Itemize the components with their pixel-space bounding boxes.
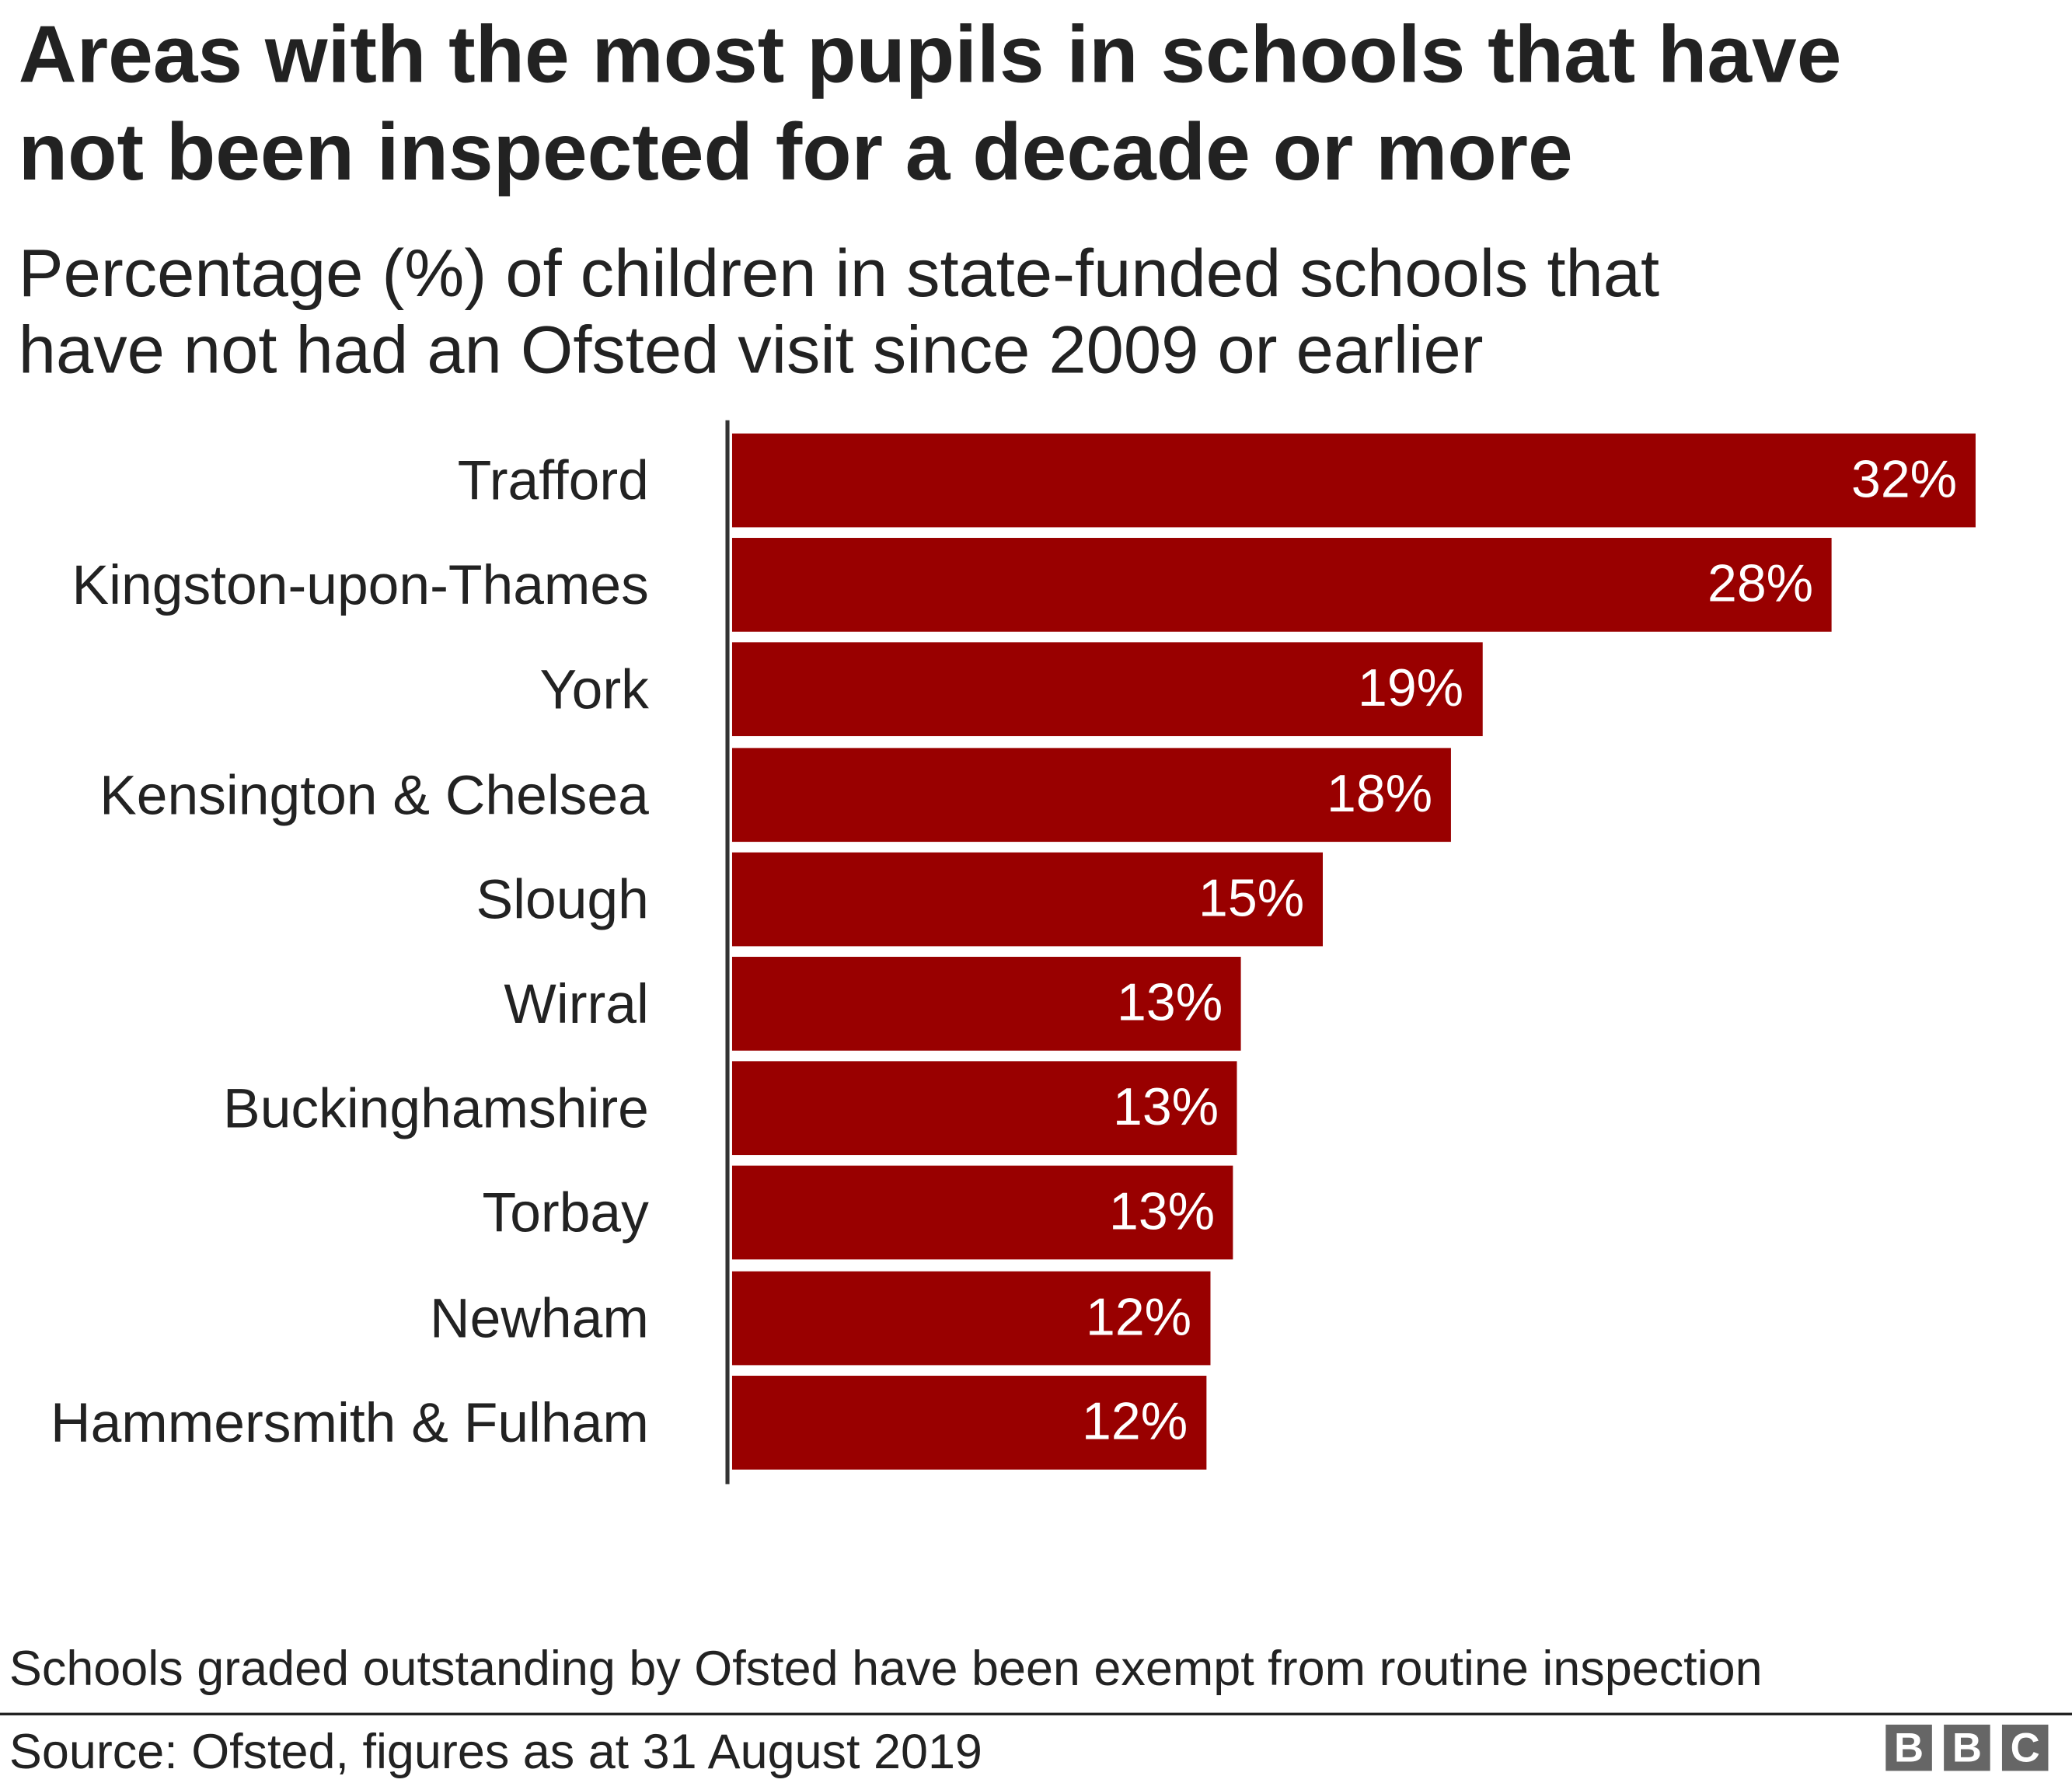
chart-title: Areas with the most pupils in schools th… bbox=[19, 5, 1842, 201]
data-label: 12% bbox=[1086, 1288, 1192, 1346]
bar bbox=[731, 538, 1832, 633]
category-label: York bbox=[539, 658, 649, 721]
category-label: Wirral bbox=[504, 972, 649, 1035]
logo-letter: B bbox=[1944, 1724, 1990, 1771]
category-label: Trafford bbox=[457, 449, 649, 512]
data-label: 15% bbox=[1198, 869, 1305, 928]
y-axis-line bbox=[725, 420, 730, 1485]
data-label: 13% bbox=[1117, 974, 1223, 1032]
category-label: Slough bbox=[476, 867, 649, 930]
bar bbox=[731, 643, 1482, 737]
data-label: 12% bbox=[1082, 1392, 1188, 1451]
category-label: Kensington & Chelsea bbox=[99, 763, 649, 825]
chart-subtitle-line: Percentage (%) of children in state-fund… bbox=[18, 235, 1660, 311]
category-label: Hammersmith & Fulham bbox=[51, 1391, 649, 1453]
data-label: 19% bbox=[1358, 660, 1464, 718]
data-label: 13% bbox=[1113, 1078, 1219, 1137]
footer-divider bbox=[0, 1712, 2072, 1715]
bar bbox=[731, 747, 1451, 842]
chart-subtitle: Percentage (%) of children in state-fund… bbox=[19, 236, 1659, 389]
category-label: Kingston-upon-Thames bbox=[72, 553, 649, 616]
chart-title-line: not been inspected for a decade or more bbox=[18, 106, 1573, 197]
data-label: 32% bbox=[1851, 450, 1958, 509]
bar bbox=[731, 433, 1976, 528]
bbc-logo: B B C bbox=[1885, 1724, 2049, 1771]
footnote: Schools graded outstanding by Ofsted hav… bbox=[9, 1641, 1763, 1696]
bar bbox=[731, 1375, 1206, 1470]
bar bbox=[731, 1061, 1237, 1156]
bar bbox=[731, 852, 1323, 947]
data-label: 28% bbox=[1707, 555, 1814, 614]
category-label: Newham bbox=[430, 1286, 649, 1349]
logo-letter: C bbox=[2001, 1724, 2049, 1771]
category-label: Buckinghamshire bbox=[223, 1077, 649, 1139]
bar bbox=[731, 957, 1241, 1051]
source-text: Source: Ofsted, figures as at 31 August … bbox=[9, 1724, 982, 1779]
bar bbox=[731, 1270, 1210, 1365]
bar bbox=[731, 1166, 1233, 1261]
logo-letter: B bbox=[1885, 1724, 1932, 1771]
data-label: 18% bbox=[1327, 764, 1433, 823]
data-label: 13% bbox=[1109, 1183, 1216, 1242]
category-label: Torbay bbox=[482, 1181, 649, 1244]
chart-title-line: Areas with the most pupils in schools th… bbox=[18, 9, 1842, 99]
chart-subtitle-line: have not had an Ofsted visit since 2009 … bbox=[18, 312, 1484, 388]
